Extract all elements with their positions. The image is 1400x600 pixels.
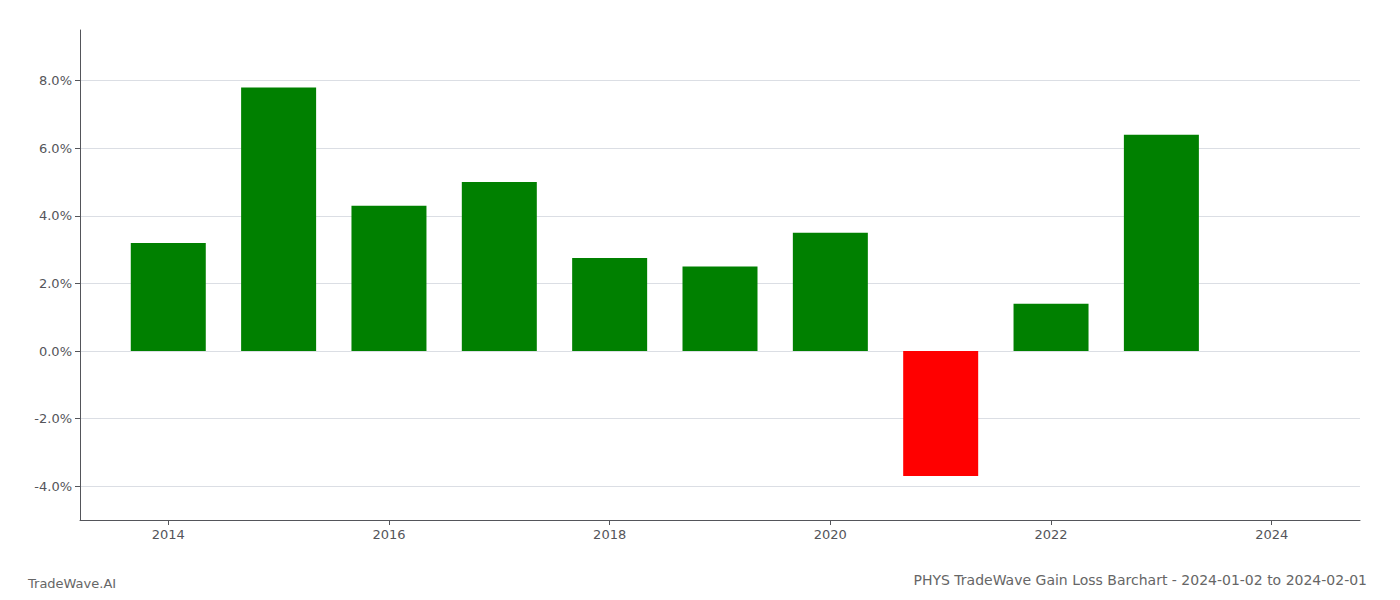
svg-text:0.0%: 0.0% [39,344,72,359]
svg-text:PHYS TradeWave Gain Loss Barch: PHYS TradeWave Gain Loss Barchart - 2024… [913,572,1367,588]
svg-text:-2.0%: -2.0% [34,411,72,426]
svg-text:2014: 2014 [152,527,185,542]
svg-text:-4.0%: -4.0% [34,479,72,494]
svg-text:2018: 2018 [593,527,626,542]
svg-text:2024: 2024 [1255,527,1288,542]
svg-text:TradeWave.AI: TradeWave.AI [27,576,116,591]
svg-text:2016: 2016 [372,527,405,542]
svg-text:8.0%: 8.0% [39,73,72,88]
svg-text:2022: 2022 [1034,527,1067,542]
svg-text:4.0%: 4.0% [39,208,72,223]
svg-text:2020: 2020 [814,527,847,542]
svg-text:6.0%: 6.0% [39,141,72,156]
svg-text:2.0%: 2.0% [39,276,72,291]
